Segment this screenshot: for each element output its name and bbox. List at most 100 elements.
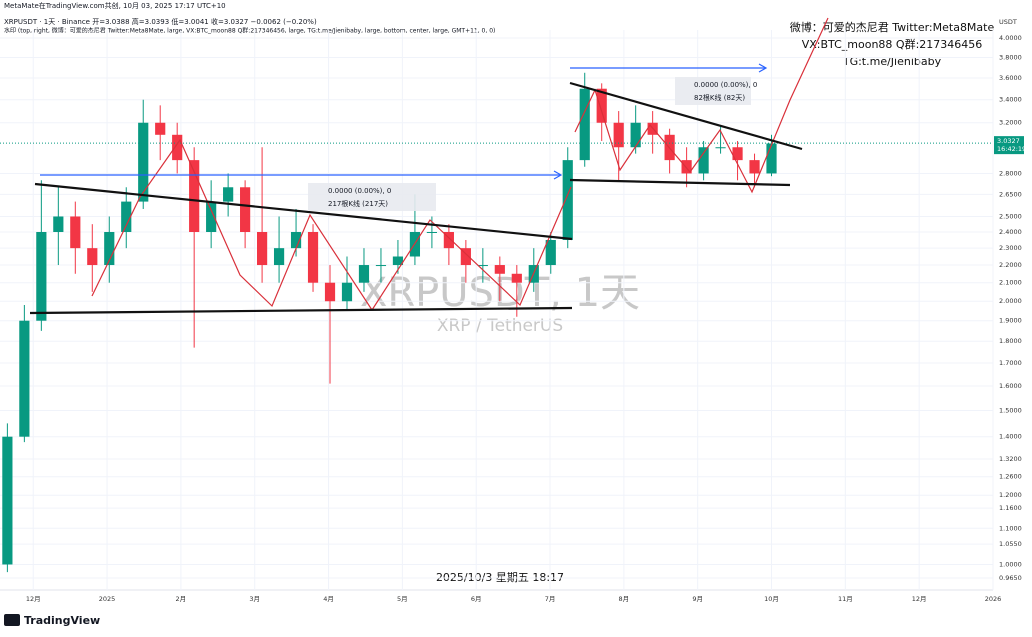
y-tick-label: 1.1600	[999, 504, 1022, 512]
note: 微博：可爱的杰尼君 Twitter:Meta8Mate	[790, 20, 995, 34]
y-tick-label: 3.6000	[999, 74, 1022, 82]
candle-body	[138, 122, 149, 202]
candle-body	[36, 231, 47, 321]
candle-body	[562, 160, 573, 240]
measure-box	[675, 77, 751, 105]
candle-body	[223, 187, 234, 202]
y-tick-label: 2.1000	[999, 279, 1022, 287]
y-tick-label: 4.0000	[999, 34, 1022, 42]
candle-body	[766, 143, 777, 174]
y-tick-label: 2.3000	[999, 244, 1022, 252]
x-tick-label: 3月	[249, 595, 260, 603]
y-tick-label: 3.4000	[999, 96, 1022, 104]
y-tick-label: 3.2000	[999, 119, 1022, 127]
drawings: 0.0000 (0.00%), 0 217根K线 (217天) 0.0000 (…	[29, 17, 829, 315]
x-tick-label: 2月	[176, 595, 187, 603]
indicator: 水印 (top, right, 微博：可爱的杰尼君 Twitter:Meta8M…	[4, 27, 495, 35]
logo	[4, 614, 20, 626]
measure-text: 0.0000 (0.00%), 0	[328, 187, 391, 195]
y-tick-label: 1.5000	[999, 406, 1022, 414]
candle-body	[375, 265, 387, 267]
x-tick-label: 10月	[764, 595, 779, 603]
candle-body	[511, 273, 522, 283]
candle-body	[155, 122, 166, 135]
candle-body	[392, 256, 404, 266]
y-tick-label: 1.4000	[999, 433, 1022, 441]
y-tick-label: 1.0000	[999, 560, 1022, 568]
candle-body	[630, 122, 641, 148]
x-tick-label: 5月	[397, 595, 408, 603]
candle-body	[426, 231, 437, 233]
candle-body	[87, 248, 98, 266]
candle-body	[19, 320, 30, 437]
measure-text: 82根K线 (82天)	[694, 93, 745, 102]
y-tick-label: 2.4000	[999, 228, 1022, 236]
candle-body	[70, 216, 81, 249]
countdown: 16:42:19	[997, 145, 1026, 153]
candle-body	[341, 282, 353, 302]
measure-box	[308, 183, 436, 211]
y-tick-label: 3.8000	[999, 53, 1022, 61]
x-tick-label: 4月	[323, 595, 334, 603]
candle-body	[545, 239, 556, 266]
x-tick-label: 12月	[912, 595, 927, 603]
candle-body	[443, 231, 454, 249]
y-tick-label: 2.5000	[999, 212, 1022, 220]
candle-body	[460, 248, 471, 266]
x-tick-label: 6月	[471, 595, 482, 603]
candle-body	[104, 231, 115, 266]
candle-body	[715, 147, 726, 149]
candle-body	[494, 265, 505, 274]
y-tick-label: 1.0550	[999, 540, 1022, 548]
candle-body	[307, 231, 319, 283]
candle-body	[749, 160, 760, 174]
arrow-head	[758, 63, 768, 73]
note: VX:BTC_moon88 Q群:217346456	[802, 37, 983, 51]
y-tick-label: 2.8000	[999, 169, 1022, 177]
trend-line	[29, 306, 573, 315]
y-tick-label: 2.6500	[999, 190, 1022, 198]
trend-line	[569, 178, 791, 187]
x-tick-label: 8月	[619, 595, 630, 603]
legend: XRPUSDT · 1天 · Binance 开=3.0388 高=3.0393…	[4, 17, 317, 26]
candle-body	[732, 147, 743, 161]
last-price-box	[994, 136, 1024, 155]
zigzag	[574, 17, 829, 194]
candle-body	[698, 147, 709, 174]
candle-body	[189, 160, 200, 232]
candle-body	[681, 160, 692, 174]
candle-body	[290, 231, 302, 249]
y-tick-label: 1.2600	[999, 473, 1022, 481]
last-price: 3.0327	[997, 137, 1020, 145]
y-tick-label: 1.1000	[999, 524, 1022, 532]
candle-body	[358, 265, 370, 283]
unit: USDT	[999, 18, 1017, 26]
candle-body	[240, 187, 251, 232]
arrow-head	[553, 170, 563, 180]
candle-body	[477, 265, 488, 267]
measure-text: 217根K线 (217天)	[328, 199, 388, 208]
measure-text: 0.0000 (0.00%), 0	[694, 81, 757, 89]
x-tick-label: 2025	[99, 595, 116, 603]
y-tick-label: 1.2000	[999, 491, 1022, 499]
y-tick-label: 0.9650	[999, 574, 1022, 582]
candle-body	[613, 122, 624, 148]
x-tick-label: 7月	[545, 595, 556, 603]
candle-body	[121, 201, 132, 232]
candle-body	[206, 201, 217, 232]
candle-body	[579, 88, 590, 161]
candle-body	[2, 436, 13, 565]
x-tick-label: 12月	[26, 595, 41, 603]
y-tick-label: 2.2000	[999, 261, 1022, 269]
x-tick-label: 11月	[838, 595, 853, 603]
note: TG:t.me/Jienibaby	[842, 55, 942, 68]
candle-body	[53, 216, 64, 232]
trend-line	[34, 182, 573, 241]
y-tick-label: 1.6000	[999, 382, 1022, 390]
x-tick-label: 2026	[985, 595, 1002, 603]
y-tick-label: 1.3200	[999, 455, 1022, 463]
candle-body	[324, 282, 336, 302]
watermark-sub: XRP / TetherUS	[437, 316, 563, 336]
